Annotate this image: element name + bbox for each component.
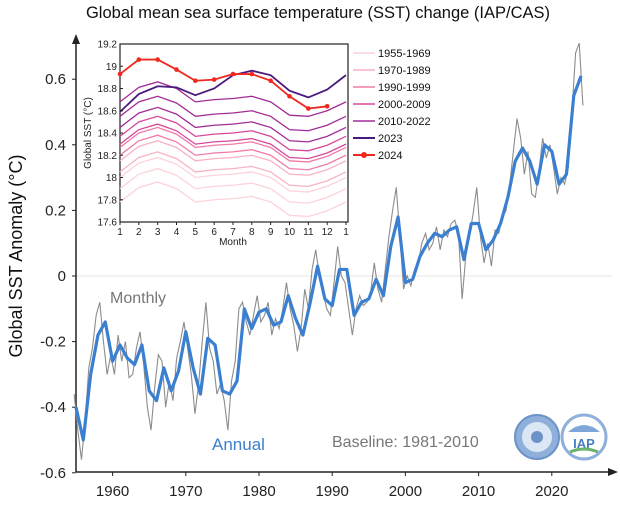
y-tick-label: -0.6 [40,465,66,482]
inset-x-tick-label: 4 [174,227,180,238]
legend-label: 1970-1989 [378,65,431,77]
inset-point-2024 [268,78,273,84]
inset-point-2024 [136,57,142,62]
inset-point-2024 [174,67,179,72]
inset-x-tick-label: 3 [155,227,161,238]
x-tick-label: 1960 [96,483,129,500]
inset-line-2000-2009 [119,115,347,152]
inset-y-tick-label: 18.4 [98,129,118,140]
y-axis-arrow-icon [72,34,80,44]
inset-y-axis-label: Global SST (°C) [83,97,94,169]
x-tick-label: 1980 [242,483,275,500]
inset-x-tick-label: 9 [268,227,274,238]
inset-line-2010-2022 [119,81,347,117]
inset-x-tick-label: 7 [230,227,236,238]
inset-y-tick-label: 19 [106,62,118,73]
inset-point-2024 [324,104,330,109]
inset-line-1955-1969 [119,181,347,218]
inset-y-tick-label: 17.8 [98,195,118,206]
inset-line-1970-1989 [119,140,347,176]
inset-line-2024 [119,58,328,110]
x-tick-label: 2020 [535,483,568,500]
legend-label: 2023 [378,133,402,145]
inset-point-2024 [249,71,255,77]
x-tick-label: 1970 [169,483,202,500]
iap-logo: IAP [560,413,608,461]
y-tick-label: 0.4 [45,137,66,154]
legend-label: 1990-1999 [378,82,431,94]
y-tick-label: -0.2 [40,334,66,351]
inset-y-tick-label: 18 [106,173,118,184]
y-tick-label: 0.6 [45,71,66,88]
inset-x-tick-label: 6 [211,227,217,238]
inset-y-tick-label: 18.2 [98,151,118,162]
inset-x-tick-label: 8 [249,227,255,238]
inset-line-2010-2022 [119,106,347,143]
y-tick-label: 0 [58,268,66,285]
inset-x-tick-label: 12 [322,227,334,238]
baseline-label: Baseline: 1981-2010 [332,434,479,451]
y-axis-label: Global SST Anomaly (°C) [6,155,26,358]
inset-x-axis-label: Month [219,237,247,248]
monthly-label: Monthly [110,290,166,307]
y-tick-label: 0.2 [45,202,66,219]
x-tick-label: 2000 [389,483,422,500]
inset-line-2000-2009 [119,123,347,160]
inset-x-tick-label: 5 [193,227,199,238]
annual-series-line [74,75,583,442]
inset-x-tick-label: 11 [303,227,314,238]
x-tick-label: 1990 [316,483,349,500]
svg-text:IAP: IAP [573,436,595,451]
inset-y-tick-label: 17.6 [98,218,118,229]
legend-marker [361,152,367,158]
inset-point-2024 [155,57,160,62]
inset-x-tick-label: 2 [136,227,142,238]
x-axis-arrow-icon [608,468,618,476]
inset-line-1955-1969 [119,167,347,204]
legend-label: 2010-2022 [378,116,431,128]
inset-y-tick-label: 19.2 [98,40,118,51]
inset-y-tick-label: 18.8 [98,84,118,95]
chart-title: Global mean sea surface temperature (SST… [86,4,550,22]
inset-point-2024 [306,106,311,111]
inset-line-1955-1969 [119,156,347,193]
annual-label: Annual [212,435,265,454]
inset-point-2024 [193,78,198,84]
x-tick-label: 2010 [462,483,495,500]
cas-logo [514,414,560,460]
inset-x-tick-label: 1 [117,227,123,238]
legend-label: 1955-1969 [378,48,431,60]
inset-point-2024 [211,77,217,82]
inset-point-2024 [230,71,236,77]
y-tick-label: -0.4 [40,399,66,416]
inset-point-2024 [117,71,123,77]
inset-x-tick-label: 10 [284,227,296,238]
inset-line-1990-1999 [119,134,347,171]
legend-label: 2000-2009 [378,99,431,111]
inset-point-2024 [287,93,292,99]
inset-y-tick-label: 18.6 [98,106,118,117]
inset-line-1970-1989 [119,151,347,188]
inset-line-2010-2022 [119,95,347,132]
inset-line-1990-1999 [119,126,347,163]
inset-x-tick-label: 1 [343,227,349,238]
legend-label: 2024 [378,150,402,162]
